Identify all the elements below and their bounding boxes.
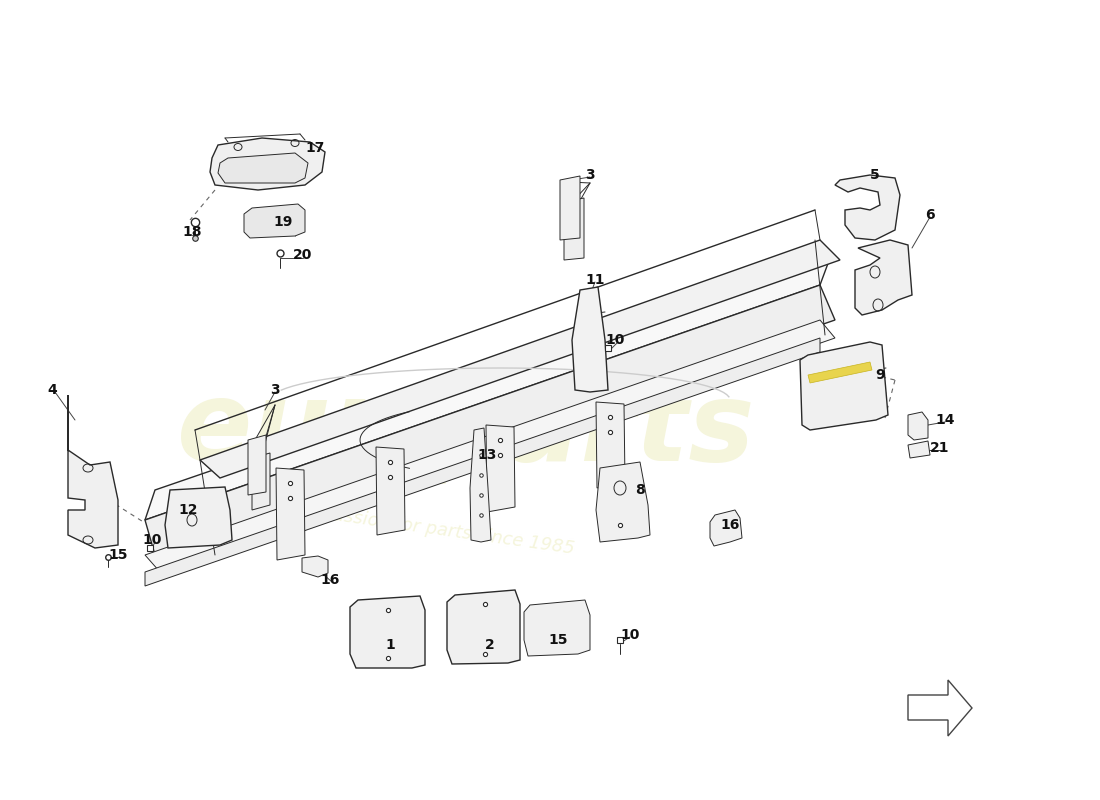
Text: 8: 8 xyxy=(635,483,645,497)
Text: 10: 10 xyxy=(620,628,640,642)
Polygon shape xyxy=(350,596,425,668)
Text: 14: 14 xyxy=(935,413,955,427)
Polygon shape xyxy=(252,453,270,510)
Text: 21: 21 xyxy=(931,441,949,455)
Polygon shape xyxy=(68,395,118,548)
Text: 17: 17 xyxy=(306,141,324,155)
Polygon shape xyxy=(808,362,872,383)
Text: 6: 6 xyxy=(925,208,935,222)
Polygon shape xyxy=(908,441,930,458)
Polygon shape xyxy=(145,320,835,572)
Polygon shape xyxy=(596,462,650,542)
Polygon shape xyxy=(564,198,584,260)
Polygon shape xyxy=(276,468,305,560)
Polygon shape xyxy=(470,428,491,542)
Text: 16: 16 xyxy=(720,518,739,532)
Text: 10: 10 xyxy=(605,333,625,347)
Polygon shape xyxy=(244,204,305,238)
Text: 4: 4 xyxy=(47,383,57,397)
Text: 9: 9 xyxy=(876,368,884,382)
Text: a passion for parts since 1985: a passion for parts since 1985 xyxy=(304,502,576,558)
Polygon shape xyxy=(376,447,405,535)
Polygon shape xyxy=(835,175,900,240)
Polygon shape xyxy=(486,425,515,512)
Polygon shape xyxy=(302,556,328,577)
Text: 12: 12 xyxy=(178,503,198,517)
Text: 16: 16 xyxy=(320,573,340,587)
Polygon shape xyxy=(855,240,912,315)
Text: 19: 19 xyxy=(273,215,293,229)
Polygon shape xyxy=(210,138,324,190)
Polygon shape xyxy=(218,153,308,183)
Polygon shape xyxy=(572,287,608,392)
Polygon shape xyxy=(447,590,520,664)
Polygon shape xyxy=(596,402,625,488)
Text: 5: 5 xyxy=(870,168,880,182)
Text: 15: 15 xyxy=(548,633,568,647)
Polygon shape xyxy=(145,338,820,586)
Text: 18: 18 xyxy=(183,225,201,239)
Text: 13: 13 xyxy=(477,448,497,462)
Text: 3: 3 xyxy=(271,383,279,397)
Text: 20: 20 xyxy=(294,248,312,262)
Text: parts: parts xyxy=(426,377,755,483)
Text: 1: 1 xyxy=(385,638,395,652)
Text: 2: 2 xyxy=(485,638,495,652)
Polygon shape xyxy=(524,600,590,656)
Polygon shape xyxy=(908,412,928,440)
Text: 15: 15 xyxy=(108,548,128,562)
Polygon shape xyxy=(560,176,580,240)
Polygon shape xyxy=(165,487,232,548)
Polygon shape xyxy=(710,510,742,546)
Text: 10: 10 xyxy=(142,533,162,547)
Text: euro: euro xyxy=(177,377,463,483)
Text: 3: 3 xyxy=(585,168,595,182)
Polygon shape xyxy=(200,240,840,478)
Polygon shape xyxy=(145,285,835,555)
Polygon shape xyxy=(248,435,266,495)
Text: 11: 11 xyxy=(585,273,605,287)
Polygon shape xyxy=(800,342,888,430)
Polygon shape xyxy=(145,258,830,520)
